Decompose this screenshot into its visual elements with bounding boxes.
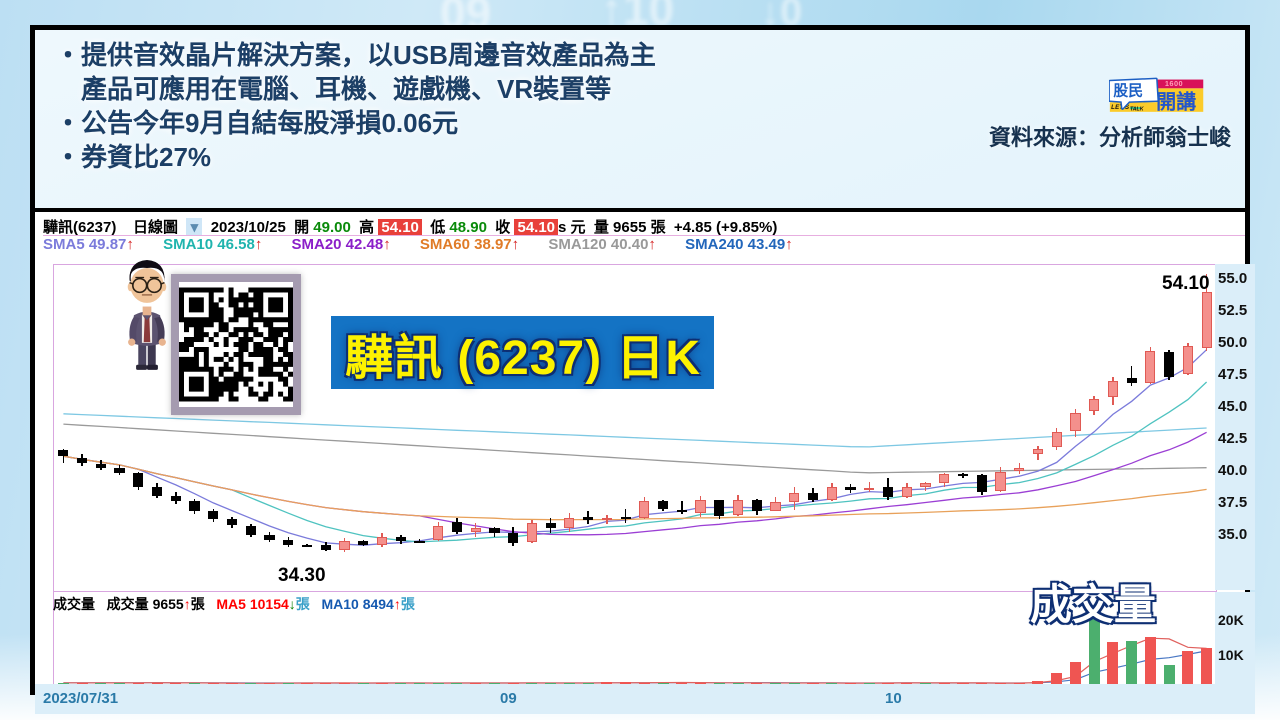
svg-text:TALK: TALK bbox=[1130, 107, 1145, 113]
svg-text:股民: 股民 bbox=[1113, 83, 1143, 100]
svg-text:開講: 開講 bbox=[1156, 89, 1196, 113]
svg-text:1600: 1600 bbox=[1165, 79, 1183, 88]
